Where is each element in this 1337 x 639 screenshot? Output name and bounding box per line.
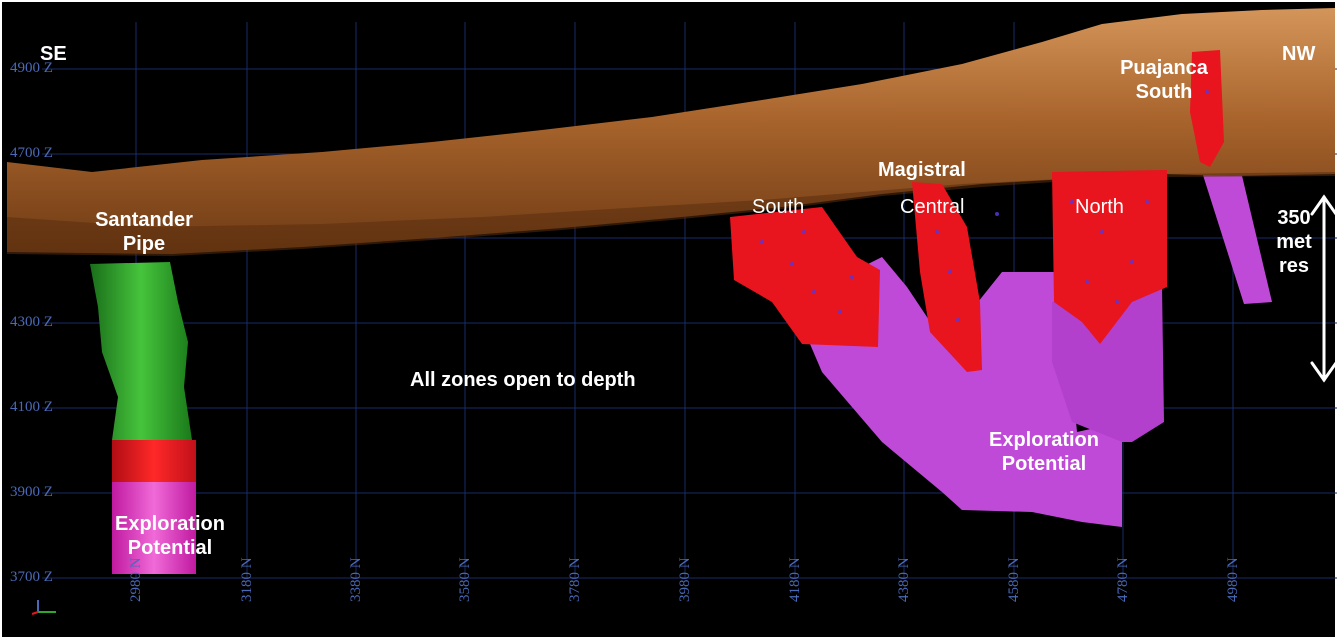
elevation-tick: 4300 Z xyxy=(10,314,53,330)
axis-triad-icon xyxy=(31,600,56,615)
drill-hole-markers xyxy=(760,90,1209,322)
northing-tick: 2980 N xyxy=(128,557,144,602)
label-exploration-potential-left: Exploration Potential xyxy=(114,513,225,559)
northing-tick: 4780 N xyxy=(1115,557,1131,602)
northing-tick: 3580 N xyxy=(457,557,473,602)
orebody-shapes xyxy=(730,50,1224,372)
label-scale-350-metres: 350 met res xyxy=(1276,207,1312,277)
exploration-potential-north xyxy=(1052,287,1164,442)
northing-tick: 3780 N xyxy=(567,557,583,602)
santander-pipe-red xyxy=(112,440,196,482)
orebody-south xyxy=(730,207,880,347)
elevation-tick: 4700 Z xyxy=(10,145,53,161)
northing-tick: 3380 N xyxy=(348,557,364,602)
northing-tick: 4380 N xyxy=(896,557,912,602)
topography-shadow xyxy=(7,172,1335,256)
label-se: SE xyxy=(40,43,67,65)
santander-pipe-pink xyxy=(112,482,196,574)
label-puajanca-south: Puajanca South xyxy=(1120,57,1208,103)
label-south: South xyxy=(752,196,805,218)
label-central: Central xyxy=(900,196,965,218)
orebody-magistral-central xyxy=(912,182,982,372)
label-north: North xyxy=(1075,196,1124,218)
northing-tick: 3180 N xyxy=(239,557,255,602)
elevation-tick: 4100 Z xyxy=(10,399,53,415)
label-exploration-potential-right: Exploration Potential xyxy=(988,429,1099,475)
elevation-tick: 3900 Z xyxy=(10,484,53,500)
elevation-tick: 3700 Z xyxy=(10,569,53,585)
scale-arrow xyxy=(1310,194,1337,383)
label-magistral: Magistral xyxy=(878,159,966,181)
northing-tick: 3980 N xyxy=(677,557,693,602)
northing-tick: 4980 N xyxy=(1225,557,1241,602)
elevation-tick: 4900 Z xyxy=(10,60,53,76)
label-nw: NW xyxy=(1282,43,1316,65)
northing-tick: 4180 N xyxy=(787,557,803,602)
label-all-zones-open: All zones open to depth xyxy=(410,369,636,391)
topography-surface xyxy=(7,8,1335,254)
orebody-puajanca-south xyxy=(1190,50,1224,167)
label-santander-pipe: Santander Pipe xyxy=(95,209,193,255)
orebody-north xyxy=(1052,170,1167,344)
northing-tick: 4580 N xyxy=(1006,557,1022,602)
santander-pipe-green xyxy=(90,262,192,440)
